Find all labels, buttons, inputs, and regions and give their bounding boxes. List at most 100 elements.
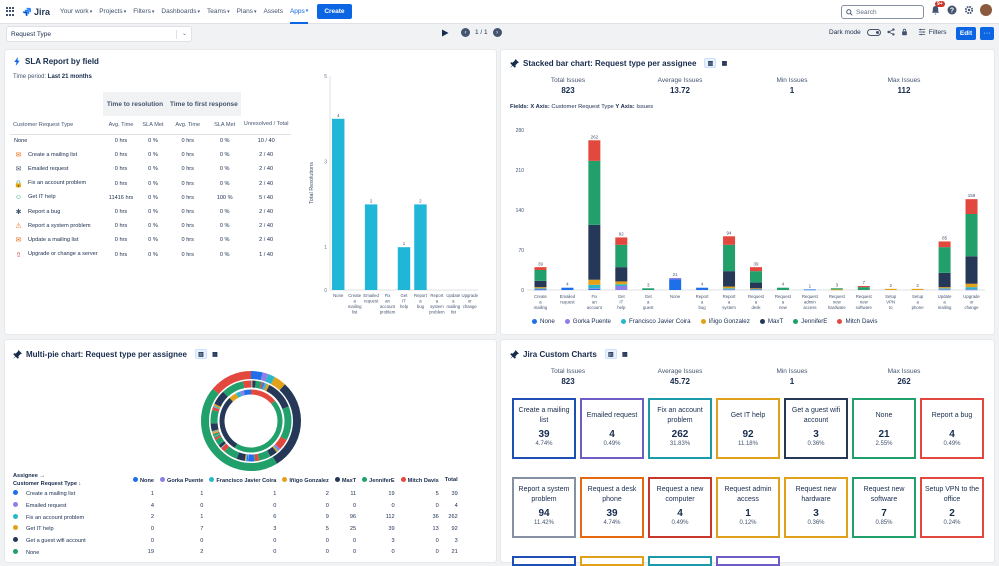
help-icon[interactable]: ? <box>946 4 958 16</box>
x-tick-label: a <box>647 300 650 305</box>
previous-page-icon[interactable]: ‹ <box>461 28 470 37</box>
card-title: Report a bug <box>922 406 982 426</box>
nav-apps[interactable]: Apps▾ <box>290 0 308 24</box>
legend-item[interactable]: MaxT <box>760 318 783 325</box>
request-type-select[interactable]: Request Type ⌄ <box>6 26 192 42</box>
x-tick-label: account <box>380 304 396 309</box>
sla-cell: 0 hrs <box>103 219 139 233</box>
sla-cell: 100 % <box>209 191 241 205</box>
chart-view-icon[interactable]: ▥ <box>704 58 716 68</box>
bar-segment <box>534 270 546 281</box>
card-percent: 0.36% <box>786 441 846 447</box>
table-cell: 19 <box>359 488 398 500</box>
filters-button[interactable]: Filters <box>918 28 947 36</box>
bar-segment <box>588 161 600 225</box>
bar-segment <box>615 284 627 286</box>
sla-cell: 0 hrs <box>167 205 209 219</box>
donut-segment <box>278 438 284 446</box>
card-count: 3 <box>786 429 846 440</box>
x-tick-label: a <box>452 299 455 304</box>
play-icon[interactable] <box>441 29 449 39</box>
notifications-bell-icon[interactable]: 9+ <box>929 4 941 16</box>
search-input[interactable]: Search <box>841 5 924 19</box>
table-cell: 1 <box>130 488 157 500</box>
card-percent: 0.49% <box>922 441 982 447</box>
dark-mode-label: Dark mode <box>829 29 861 36</box>
card-title: Request a new computer <box>650 485 710 505</box>
pin-icon <box>510 350 519 359</box>
nav-teams[interactable]: Teams▾ <box>207 8 230 15</box>
x-tick-label: VPN <box>886 300 895 305</box>
stat-label: Min Issues <box>776 77 807 84</box>
legend-item[interactable]: None <box>532 318 555 325</box>
metric-card[interactable] <box>648 556 712 566</box>
table-view-icon[interactable]: ▦ <box>619 349 631 359</box>
dark-mode-toggle[interactable] <box>867 29 881 36</box>
chart-view-icon[interactable]: ▥ <box>605 349 617 359</box>
bar-segment <box>723 289 735 290</box>
share-icon[interactable] <box>887 28 895 36</box>
page-navigator: ‹ 1 / 1 › <box>461 28 502 37</box>
app-switcher-icon[interactable] <box>6 7 16 17</box>
chevron-down-icon: ▾ <box>124 9 127 15</box>
lock-icon[interactable] <box>901 28 908 36</box>
donut-segment <box>262 376 267 378</box>
nav-filters[interactable]: Filters▾ <box>133 8 154 15</box>
nav-assets[interactable]: Assets <box>263 8 283 15</box>
more-actions-button[interactable]: ··· <box>980 27 994 40</box>
assignee-swatch <box>401 477 406 482</box>
legend-item[interactable]: Gorka Puente <box>565 318 611 325</box>
legend-item[interactable]: Francisco Javier Coira <box>621 318 691 325</box>
nav-your-work[interactable]: Your work▾ <box>60 8 92 15</box>
table-cell: 7 <box>157 523 206 535</box>
x-tick-label: Request <box>748 294 765 299</box>
legend-item[interactable]: Mitch Davis <box>837 318 877 325</box>
next-page-icon[interactable]: › <box>493 28 502 37</box>
nav-projects[interactable]: Projects▾ <box>99 8 126 15</box>
assignee-swatch <box>362 477 367 482</box>
metric-card[interactable] <box>716 556 780 566</box>
table-cell: 3 <box>206 523 279 535</box>
bar <box>414 204 426 290</box>
table-view-icon[interactable]: ▦ <box>209 349 221 359</box>
sla-cell: 0 hrs <box>103 148 139 162</box>
settings-gear-icon[interactable] <box>963 4 975 16</box>
nav-plans[interactable]: Plans▾ <box>237 8 257 15</box>
legend-item[interactable]: Iñigo Gonzalez <box>701 318 750 325</box>
table-cell: 0 <box>398 500 442 512</box>
table-view-icon[interactable]: ▦ <box>718 58 730 68</box>
jira-logo[interactable]: Jira <box>22 7 50 17</box>
column-header: SLA Met <box>209 116 241 134</box>
svg-text:?: ? <box>950 7 954 14</box>
legend-item[interactable]: JenniferE <box>793 318 827 325</box>
metric-card[interactable] <box>580 556 644 566</box>
metric-card[interactable] <box>512 556 576 566</box>
create-button[interactable]: Create <box>317 4 351 19</box>
y-tick-label: 210 <box>516 168 525 174</box>
edit-button[interactable]: Edit <box>956 27 976 40</box>
data-label: 39 <box>753 262 759 267</box>
card-title: Setup VPN to the office <box>922 485 982 505</box>
request-type-name: Get IT help <box>26 526 54 532</box>
nav-dashboards[interactable]: Dashboards▾ <box>161 8 200 15</box>
user-avatar[interactable] <box>980 4 992 16</box>
chart-view-icon[interactable]: ▥ <box>195 349 207 359</box>
